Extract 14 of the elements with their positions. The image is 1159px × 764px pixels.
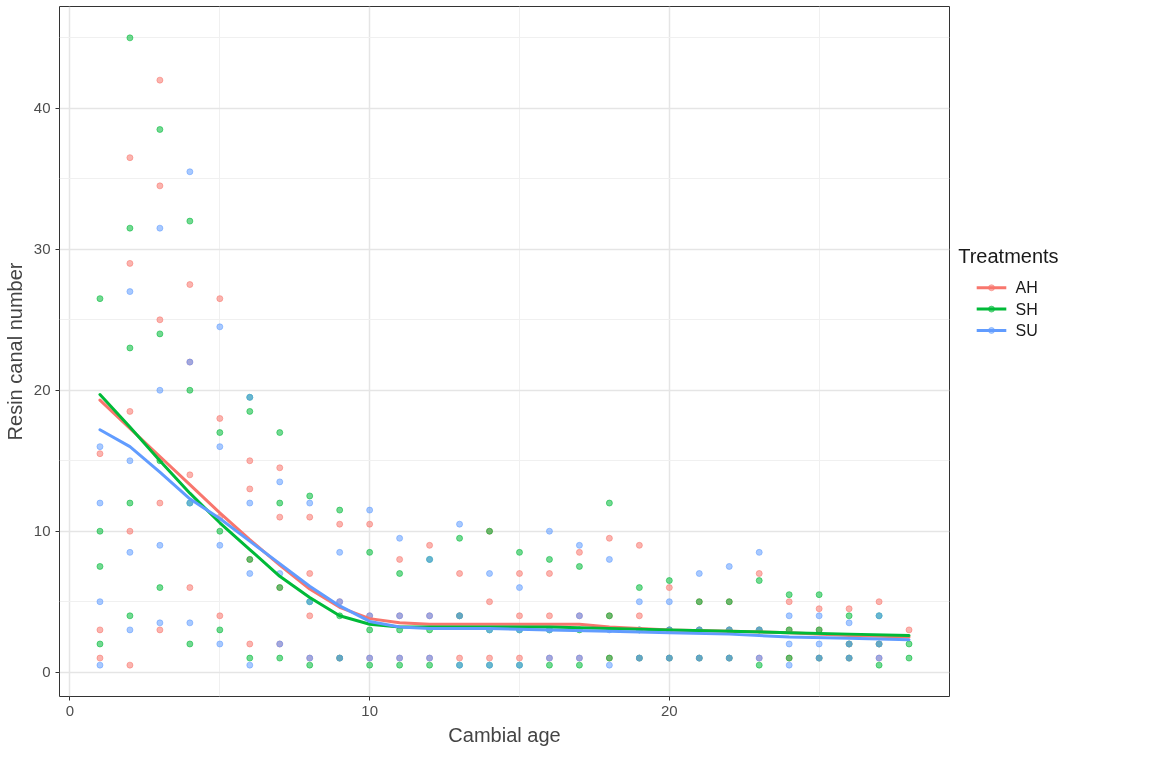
x-axis-title: Cambial age (448, 723, 561, 746)
y-tick-label: 10 (33, 522, 51, 540)
y-tick-label: 0 (42, 663, 51, 681)
y-tick-label: 20 (33, 381, 51, 399)
legend-title: Treatments (958, 244, 1059, 267)
x-tick-label: 20 (660, 701, 678, 719)
legend-label: SH (1015, 300, 1038, 318)
y-axis-title: Resin canal number (3, 262, 26, 441)
y-tick-label: 30 (33, 240, 51, 258)
legend-label: AH (1015, 279, 1038, 297)
x-tick-label: 0 (65, 701, 75, 719)
legend-label: SU (1015, 321, 1038, 339)
x-tick-label: 10 (361, 701, 378, 719)
y-tick-label: 40 (33, 99, 51, 117)
